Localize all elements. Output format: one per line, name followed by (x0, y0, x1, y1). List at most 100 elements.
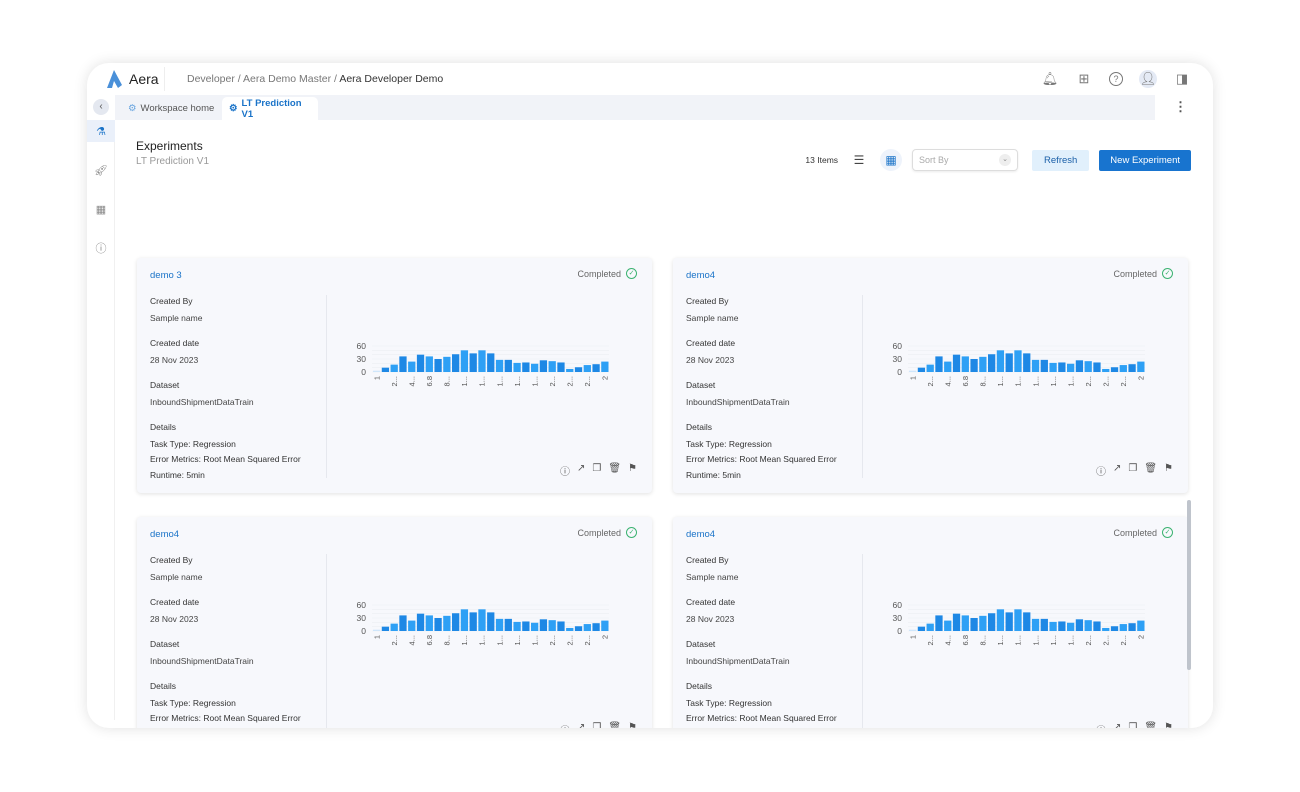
bar[interactable] (513, 362, 521, 372)
finish-flag-icon[interactable]: ⚑ (1164, 722, 1173, 728)
bar[interactable] (495, 359, 504, 372)
bar[interactable] (469, 353, 477, 372)
bar[interactable] (592, 623, 600, 631)
back-chevron-icon[interactable]: ‹ (93, 99, 109, 115)
experiments-flask-icon[interactable]: ⚗︎ (87, 120, 115, 142)
deploy-rocket-icon[interactable]: 🚀︎ (94, 164, 108, 177)
apps-grid-icon[interactable]: ⊞ (1078, 71, 1090, 86)
bar[interactable] (961, 356, 969, 372)
bar[interactable] (1014, 609, 1022, 631)
bar[interactable] (583, 365, 591, 372)
bar[interactable] (926, 623, 934, 631)
bar[interactable] (1040, 618, 1048, 631)
bar[interactable] (548, 620, 556, 631)
open-external-icon[interactable]: ↗ (1112, 722, 1122, 728)
bar[interactable] (1137, 361, 1145, 372)
aera-logo[interactable]: Aera (105, 69, 159, 89)
bar[interactable] (1075, 619, 1084, 631)
bar[interactable] (970, 618, 978, 631)
bar[interactable] (1137, 620, 1145, 631)
bar[interactable] (601, 361, 609, 372)
experiment-name[interactable]: demo4 (686, 529, 716, 540)
bar[interactable] (935, 615, 943, 631)
help-icon[interactable]: ? (1109, 72, 1123, 86)
bar[interactable] (452, 354, 460, 372)
bar[interactable] (1058, 621, 1066, 631)
bar[interactable] (583, 624, 591, 631)
bar[interactable] (592, 364, 600, 372)
bar[interactable] (917, 367, 926, 372)
bar[interactable] (539, 360, 548, 372)
experiment-name[interactable]: demo4 (686, 270, 716, 281)
bar[interactable] (469, 612, 477, 631)
bar[interactable] (1005, 612, 1013, 631)
delete-icon[interactable]: 🗑︎ (1144, 722, 1158, 728)
experiment-name[interactable]: demo 3 (150, 270, 182, 281)
bar[interactable] (381, 626, 390, 631)
bar[interactable] (574, 367, 583, 372)
delete-icon[interactable]: 🗑︎ (608, 722, 622, 728)
bar[interactable] (1102, 368, 1110, 372)
bar[interactable] (531, 363, 539, 372)
bar[interactable] (952, 354, 961, 372)
bar[interactable] (1005, 353, 1013, 372)
bar[interactable] (1102, 627, 1110, 631)
user-avatar-icon[interactable]: 👤︎ (1139, 70, 1157, 88)
bar[interactable] (1075, 360, 1084, 372)
finish-flag-icon[interactable]: ⚑ (1164, 463, 1173, 474)
experiment-card[interactable]: demo 3 Completed ✓ Created By Sample name … (137, 258, 652, 493)
bar[interactable] (926, 364, 934, 372)
bar[interactable] (487, 612, 495, 631)
bar[interactable] (425, 356, 433, 372)
bar[interactable] (1023, 353, 1031, 372)
bar[interactable] (909, 629, 917, 631)
bar[interactable] (460, 350, 469, 372)
bar[interactable] (935, 356, 943, 372)
bar[interactable] (381, 367, 390, 372)
bar[interactable] (1049, 362, 1057, 372)
bar[interactable] (522, 621, 530, 631)
copy-icon[interactable]: ❐ (1128, 722, 1138, 728)
bar[interactable] (539, 619, 548, 631)
refresh-button[interactable]: Refresh (1032, 149, 1090, 171)
bar[interactable] (478, 609, 486, 631)
bar[interactable] (944, 620, 952, 631)
scrollbar[interactable] (1187, 500, 1191, 670)
bar[interactable] (390, 364, 398, 372)
bar[interactable] (425, 615, 433, 631)
finish-flag-icon[interactable]: ⚑ (628, 463, 637, 474)
bar[interactable] (996, 609, 1005, 631)
open-external-icon[interactable]: ↗ (576, 722, 586, 728)
finish-flag-icon[interactable]: ⚑ (628, 722, 637, 728)
bar[interactable] (1049, 621, 1057, 631)
new-experiment-button[interactable]: New Experiment (1099, 149, 1191, 171)
bar[interactable] (1128, 623, 1136, 631)
bar[interactable] (1040, 359, 1048, 372)
bar[interactable] (443, 356, 451, 372)
info-icon[interactable]: ⓘ (1095, 467, 1106, 478)
bar[interactable] (531, 622, 539, 631)
bar[interactable] (373, 370, 381, 372)
bar[interactable] (408, 620, 416, 631)
bar[interactable] (1084, 361, 1092, 372)
bar[interactable] (504, 359, 512, 372)
bell-icon[interactable]: 🔔︎ (1041, 71, 1059, 86)
open-external-icon[interactable]: ↗ (576, 463, 586, 474)
bar[interactable] (522, 362, 530, 372)
bar[interactable] (988, 354, 996, 372)
delete-icon[interactable]: 🗑︎ (1144, 463, 1158, 474)
tab-lt-prediction[interactable]: ⚙︎ LT Prediction V1 (222, 97, 318, 120)
sort-by-select[interactable]: Sort By ⌄ (912, 149, 1019, 171)
bar[interactable] (1084, 620, 1092, 631)
experiment-name[interactable]: demo4 (150, 529, 180, 540)
breadcrumb-path[interactable]: Developer / Aera Demo Master / (187, 73, 340, 85)
experiment-card[interactable]: demo4 Completed ✓ Created By Sample name C… (137, 517, 652, 728)
bar[interactable] (452, 613, 460, 631)
info-icon[interactable]: ⓘ (95, 243, 107, 255)
bar[interactable] (1093, 621, 1101, 631)
bar[interactable] (979, 615, 987, 631)
experiment-card[interactable]: demo4 Completed ✓ Created By Sample name C… (673, 517, 1188, 728)
bar[interactable] (443, 615, 451, 631)
grid-view-icon[interactable]: ▦ (880, 149, 903, 171)
experiment-card[interactable]: demo4 Completed ✓ Created By Sample name C… (673, 258, 1188, 493)
